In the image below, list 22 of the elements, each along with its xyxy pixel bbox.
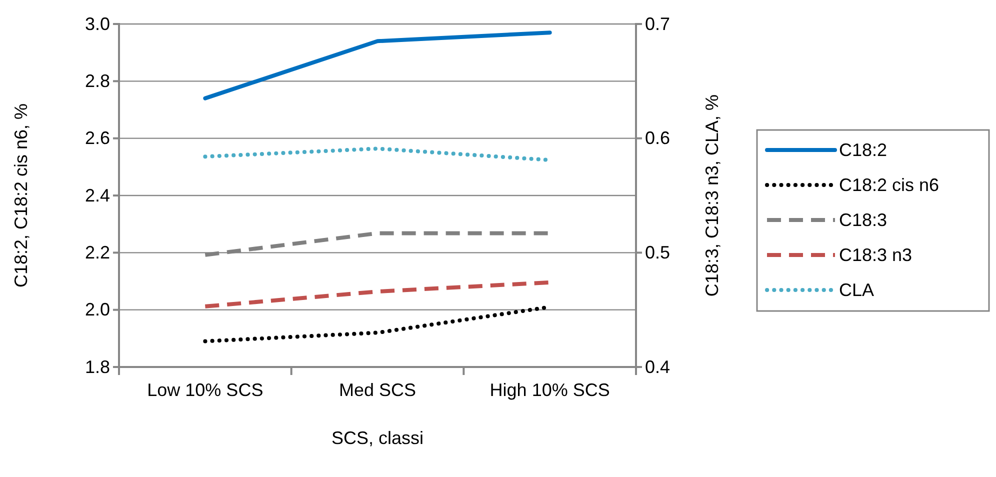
x-axis-title: SCS, classi xyxy=(331,428,424,448)
legend-label: C18:3 n3 xyxy=(839,245,912,265)
y-tick-label: 2.4 xyxy=(84,185,110,206)
y2-tick-label: 0.4 xyxy=(645,356,670,377)
x-tick-label: Med SCS xyxy=(338,380,416,400)
y2-tick-label: 0.7 xyxy=(645,14,670,34)
y-tick-label: 2.0 xyxy=(84,300,110,320)
legend-label: CLA xyxy=(839,280,874,300)
y-axis-title: C18:2, C18:2 cis n6, % xyxy=(11,103,31,288)
y-tick-label: 3.0 xyxy=(84,14,110,34)
legend-label: C18:2 xyxy=(839,140,888,160)
legend-label: C18:3 xyxy=(839,210,888,230)
legend-label: C18:2 cis n6 xyxy=(839,175,940,195)
y-tick-label: 2.8 xyxy=(84,70,110,91)
y-tick-label: 2.6 xyxy=(84,128,110,148)
y2-axis-title: C18:3, C18:3 n3, CLA, % xyxy=(702,94,722,297)
y-tick-label: 2.2 xyxy=(84,242,110,262)
y2-tick-label: 0.6 xyxy=(645,128,670,148)
y2-tick-label: 0.5 xyxy=(645,242,670,262)
x-tick-label: High 10% SCS xyxy=(490,380,610,400)
x-tick-label: Low 10% SCS xyxy=(147,380,264,400)
y-tick-label: 1.8 xyxy=(84,356,110,377)
